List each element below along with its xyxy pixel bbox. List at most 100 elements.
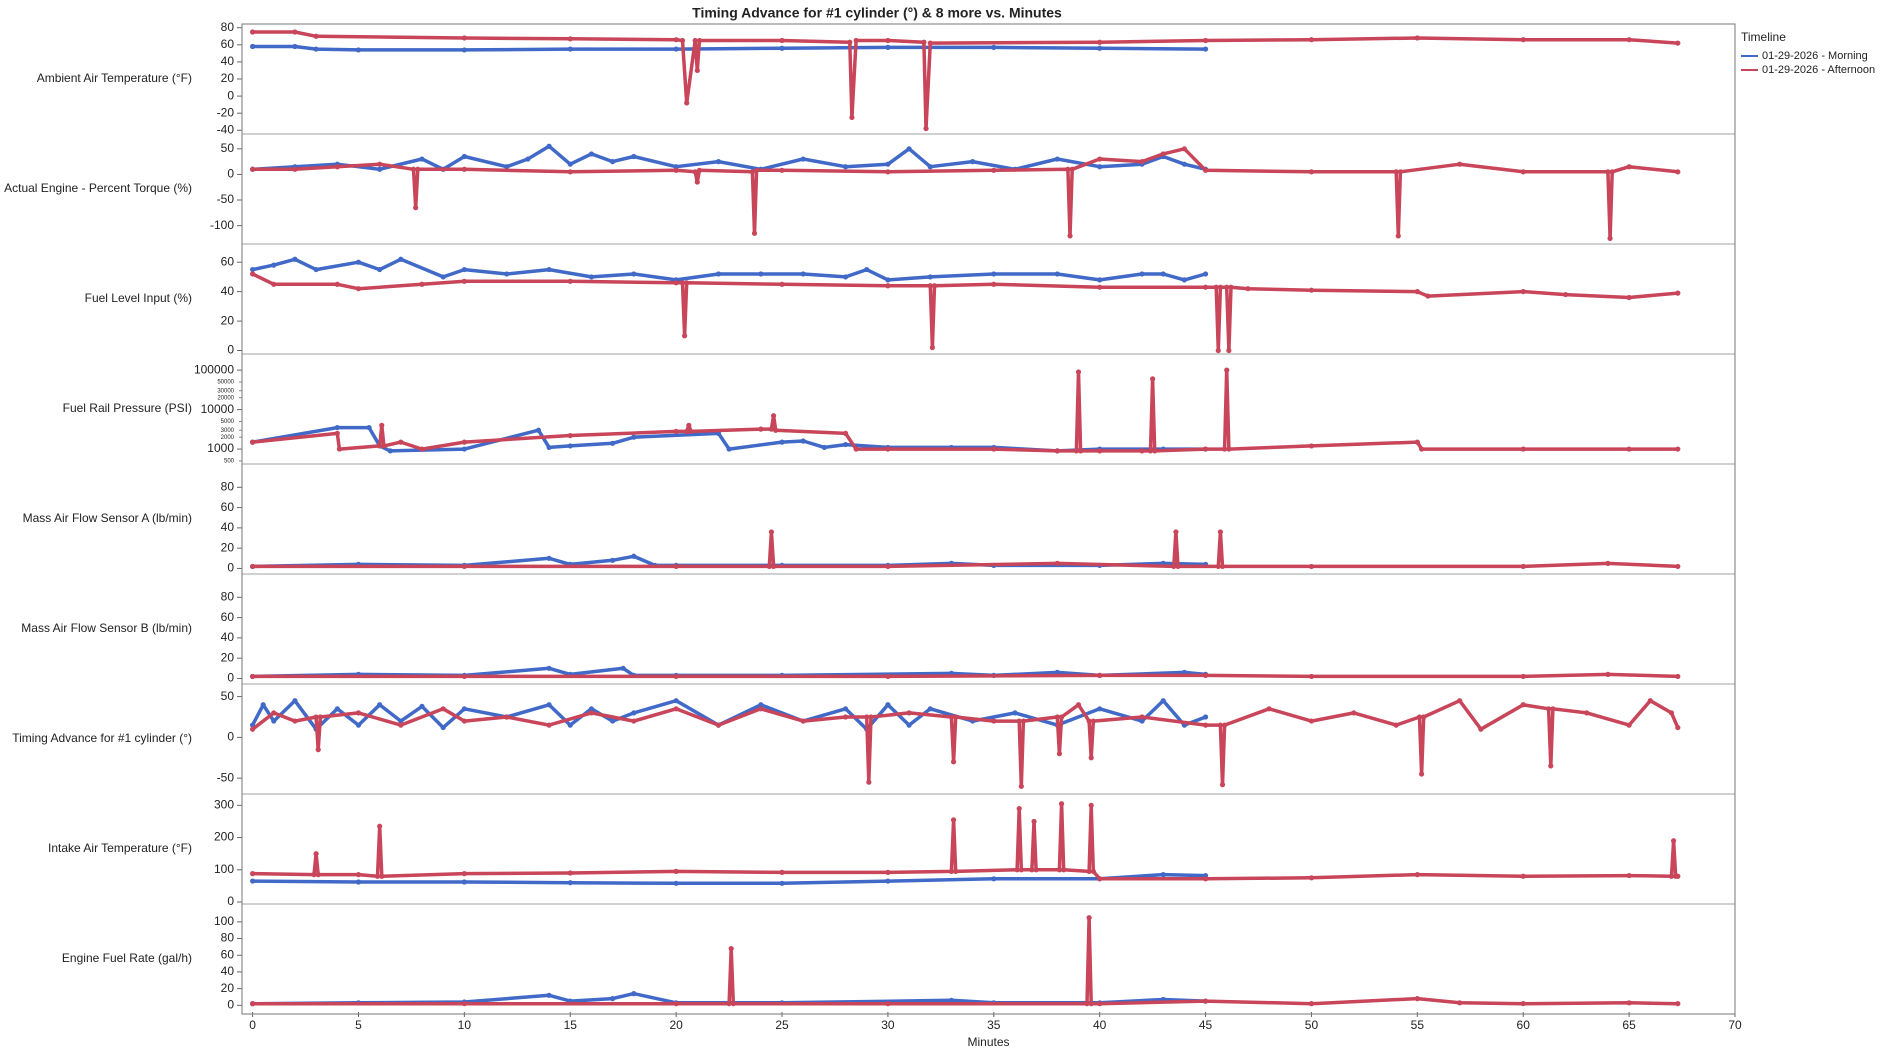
data-point (770, 413, 777, 419)
data-point (754, 167, 760, 173)
plot-frame (241, 23, 1736, 1015)
data-point (1152, 448, 1158, 454)
data-point (726, 446, 732, 452)
data-point (292, 256, 298, 262)
data-point (1520, 289, 1526, 295)
data-point (673, 37, 679, 43)
data-point (779, 167, 785, 173)
data-point (1202, 876, 1209, 882)
data-point (692, 37, 698, 44)
data-point (398, 722, 404, 728)
data-point (567, 169, 573, 175)
y-minor-tick-label: 50000 (217, 380, 234, 386)
data-point (249, 271, 256, 277)
data-point (1478, 726, 1484, 732)
data-point (679, 280, 686, 286)
data-point (334, 424, 340, 431)
data-point (313, 851, 319, 857)
y-tick-label: 100 (214, 914, 234, 928)
data-point (461, 446, 467, 452)
data-point (779, 45, 785, 51)
legend-label: 01-29-2026 - Afternoon (1762, 64, 1875, 76)
data-point (842, 441, 849, 448)
y-tick-label: 200 (214, 830, 234, 844)
data-point (317, 714, 323, 720)
data-point (1414, 35, 1420, 41)
data-point (313, 33, 319, 39)
y-axis-label: Intake Air Temperature (°F) (48, 841, 192, 855)
panel-frame (241, 903, 1736, 1015)
data-point (768, 426, 775, 432)
data-point (1181, 146, 1187, 152)
data-point (673, 428, 679, 435)
data-point (1012, 710, 1018, 716)
data-point (311, 872, 317, 878)
series-line (252, 530, 1678, 569)
data-point (1097, 448, 1103, 454)
y-tick-label: 0 (227, 730, 234, 744)
data-point (1073, 448, 1079, 454)
data-point (355, 286, 362, 292)
data-point (610, 440, 616, 446)
data-point (1058, 801, 1065, 807)
data-point (800, 438, 806, 444)
y-tick-label: 80 (221, 479, 235, 493)
data-point (766, 563, 772, 570)
data-point (1219, 782, 1226, 788)
y-tick-label: 40 (221, 520, 235, 534)
data-point (1086, 915, 1092, 921)
y-tick-label: 80 (221, 20, 235, 34)
data-point (334, 430, 340, 436)
data-point (610, 159, 616, 165)
data-point (1520, 873, 1526, 879)
x-tick-label: 65 (1622, 1018, 1636, 1032)
data-point (694, 179, 700, 185)
data-point (1016, 805, 1022, 812)
y-tick-label: 60 (221, 254, 235, 268)
data-point (1061, 867, 1067, 873)
data-point (696, 37, 703, 44)
data-point (1086, 718, 1092, 724)
data-point (1078, 448, 1084, 454)
data-point (1668, 873, 1675, 879)
data-point (249, 673, 256, 680)
y-tick-label: 40 (221, 284, 235, 298)
data-point (1181, 277, 1187, 283)
series-line (252, 915, 1678, 1006)
data-point (1018, 783, 1024, 789)
data-point (927, 164, 933, 170)
data-point (610, 557, 616, 563)
data-point (953, 868, 959, 874)
data-point (1088, 755, 1094, 761)
data-point (546, 665, 552, 671)
data-point (682, 333, 688, 339)
data-point (1018, 867, 1024, 873)
y-tick-label: 20 (221, 540, 235, 554)
data-point (991, 718, 997, 724)
y-tick-label: 20 (221, 71, 235, 85)
y-minor-tick-label: 500 (224, 459, 235, 465)
y-minor-tick-label: 30000 (217, 388, 234, 394)
data-point (249, 563, 256, 570)
x-tick-label: 35 (987, 1018, 1001, 1032)
data-point (1054, 560, 1060, 566)
data-point (1425, 293, 1431, 299)
data-point (461, 1001, 467, 1007)
x-tick-label: 55 (1411, 1018, 1425, 1032)
data-point (419, 703, 425, 709)
data-point (1097, 164, 1103, 170)
data-point (410, 166, 417, 172)
data-point (715, 159, 722, 165)
data-point (1217, 529, 1223, 535)
x-tick-label: 5 (355, 1018, 362, 1032)
data-point (1609, 169, 1615, 175)
data-point (866, 779, 872, 785)
data-point (504, 164, 510, 170)
data-point (1173, 529, 1179, 535)
x-tick-label: 70 (1728, 1018, 1742, 1032)
data-point (1056, 867, 1063, 873)
data-point (440, 724, 446, 731)
data-point (631, 153, 637, 160)
panel-frame (241, 573, 1736, 685)
x-tick-label: 30 (881, 1018, 895, 1032)
